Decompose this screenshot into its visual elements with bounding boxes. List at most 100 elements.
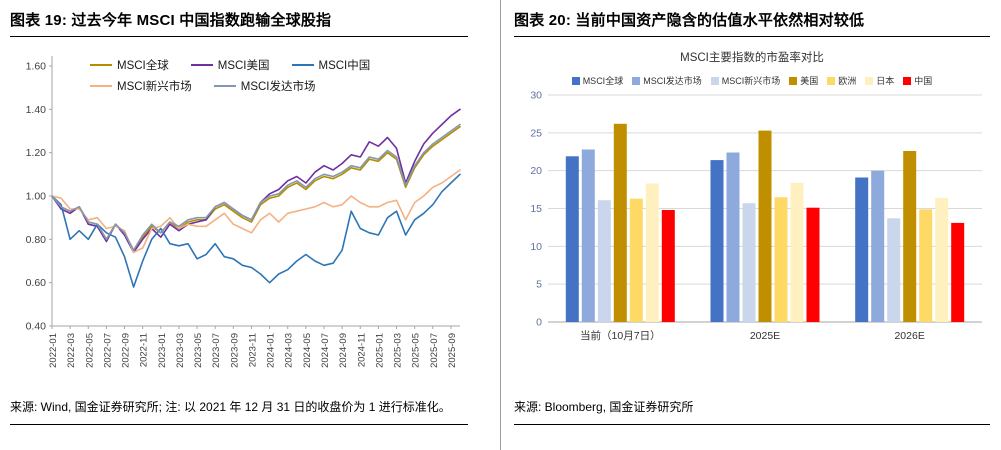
legend-item: MSCI全球 xyxy=(571,74,624,87)
panel-divider xyxy=(500,0,501,450)
y-tick-label: 10 xyxy=(530,241,542,253)
legend-square-swatch xyxy=(789,76,798,85)
legend-item: MSCI中国 xyxy=(291,57,371,73)
figure-20-panel: 图表 20: 当前中国资产隐含的估值水平依然相对较低 MSCI主要指数的市盈率对… xyxy=(514,6,990,426)
x-tick-label: 2023-05 xyxy=(193,333,204,368)
bar xyxy=(613,123,627,322)
x-tick-label: 2024-03 xyxy=(284,333,295,368)
x-tick-label: 2022-05 xyxy=(84,333,95,368)
x-tick-label: 2023-09 xyxy=(229,333,240,368)
line-chart-legend: MSCI全球 MSCI美国 MSCI中国 MSCI新兴市场 MSCI发达市场 xyxy=(90,57,392,99)
y-tick-label: 1.60 xyxy=(26,61,47,73)
bar xyxy=(951,222,965,322)
legend-item: 美国 xyxy=(789,74,818,87)
x-tick-label: 2025-09 xyxy=(447,333,458,368)
y-tick-label: 1.20 xyxy=(26,147,47,159)
line-series xyxy=(51,125,461,251)
x-tick-label: 2024-11 xyxy=(356,333,367,367)
figure-19-title: 图表 19: 过去今年 MSCI 中国指数跑输全球股指 xyxy=(10,6,468,37)
legend-label: 欧洲 xyxy=(838,76,857,86)
bar xyxy=(935,197,949,322)
x-tick-label: 2024-07 xyxy=(320,333,331,368)
legend-item: 欧洲 xyxy=(827,74,856,87)
x-tick-label: 2022-07 xyxy=(102,333,113,368)
legend-item: MSCI发达市场 xyxy=(213,78,316,94)
legend-item: 日本 xyxy=(865,74,894,87)
y-tick-label: 1.00 xyxy=(26,191,47,203)
y-tick-label: 30 xyxy=(530,90,542,102)
y-tick-label: 0 xyxy=(536,317,542,329)
x-tick-label: 2024-01 xyxy=(266,333,277,368)
category-label: 2026E xyxy=(894,330,924,342)
msci-index-line-chart: 0.40 0.60 0.80 1.00 1.20 1.40 1.60 2022-01 2022-… xyxy=(10,37,468,393)
bar xyxy=(629,198,643,322)
x-tick-label: 2025-07 xyxy=(429,333,440,368)
legend-square-swatch xyxy=(632,76,641,85)
figure-19-panel: 图表 19: 过去今年 MSCI 中国指数跑输全球股指 MSCI全球 MSCI美国… xyxy=(10,6,468,426)
legend-item: MSCI美国 xyxy=(190,57,270,73)
figure-20-source: 来源: Bloomberg, 国金证券研究所 xyxy=(514,392,990,426)
line-series xyxy=(51,108,461,254)
line-chart-svg: 0.40 0.60 0.80 1.00 1.20 1.40 1.60 2022-01 2022-… xyxy=(26,56,461,368)
figure-20-title: 图表 20: 当前中国资产隐含的估值水平依然相对较低 xyxy=(514,6,990,37)
legend-square-swatch xyxy=(865,76,874,85)
bar xyxy=(887,218,901,322)
x-tick-label: 2024-09 xyxy=(338,333,349,368)
legend-item: MSCI新兴市场 xyxy=(710,74,781,87)
legend-label: MSCI全球 xyxy=(582,76,624,86)
bar xyxy=(742,203,756,322)
legend-square-swatch xyxy=(710,76,719,85)
x-tick-label: 2022-11 xyxy=(139,333,150,367)
msci-line-chart-area: MSCI全球 MSCI美国 MSCI中国 MSCI新兴市场 MSCI发达市场 0.40 0… xyxy=(10,37,468,392)
y-tick-label: 0.40 xyxy=(26,321,47,333)
legend-square-swatch xyxy=(571,76,580,85)
bar-chart-title: MSCI主要指数的市盈率对比 xyxy=(680,52,824,64)
bar xyxy=(903,151,917,322)
bar xyxy=(855,177,869,322)
legend-label: MSCI全球 xyxy=(117,60,169,72)
figure-19-source: 来源: Wind, 国金证券研究所; 注: 以 2021 年 12 月 31 日… xyxy=(10,392,468,426)
legend-line-swatch xyxy=(291,63,314,67)
x-tick-label: 2023-11 xyxy=(247,333,258,367)
bar xyxy=(581,149,595,322)
line-series xyxy=(51,123,461,251)
legend-line-swatch xyxy=(190,63,213,67)
x-tick-label: 2022-01 xyxy=(48,333,59,368)
y-tick-label: 1.40 xyxy=(26,104,47,116)
y-tick-label: 0.60 xyxy=(26,277,47,289)
pe-bar-chart: 0 5 10 15 20 25 30 当前（10月7日） 2025E 2026E xyxy=(514,87,990,360)
y-tick-label: 25 xyxy=(530,127,542,139)
x-tick-label: 2025-01 xyxy=(374,333,385,368)
bar xyxy=(774,197,788,322)
legend-item: MSCI全球 xyxy=(90,57,169,73)
bar xyxy=(597,200,611,322)
pe-bar-chart-area: MSCI主要指数的市盈率对比 MSCI全球 MSCI发达市场 MSCI新兴市场 美国 欧… xyxy=(514,37,990,392)
x-tick-label: 2023-01 xyxy=(157,333,168,368)
x-tick-label: 2025-05 xyxy=(411,333,422,368)
x-tick-label: 2025-03 xyxy=(393,333,404,368)
legend-label: MSCI新兴市场 xyxy=(721,76,781,86)
bar xyxy=(806,207,820,322)
legend-label: MSCI中国 xyxy=(318,60,371,72)
bar xyxy=(565,156,579,322)
bar xyxy=(726,152,740,322)
legend-label: 日本 xyxy=(876,76,895,86)
category-label: 2025E xyxy=(750,330,780,342)
legend-item: MSCI新兴市场 xyxy=(90,78,192,94)
legend-label: MSCI美国 xyxy=(217,60,270,72)
category-label: 当前（10月7日） xyxy=(580,329,661,342)
y-tick-label: 0.80 xyxy=(26,234,47,246)
legend-square-swatch xyxy=(903,76,912,85)
bar-chart-legend: MSCI全球 MSCI发达市场 MSCI新兴市场 美国 欧洲 日本 中国 xyxy=(514,74,990,87)
y-tick-label: 15 xyxy=(530,203,542,215)
x-tick-label: 2024-05 xyxy=(302,333,313,368)
legend-line-swatch xyxy=(213,84,236,88)
legend-label: MSCI发达市场 xyxy=(643,76,702,86)
legend-line-swatch xyxy=(90,84,112,88)
legend-item: 中国 xyxy=(903,74,932,87)
x-tick-label: 2022-03 xyxy=(66,333,77,368)
legend-item: MSCI发达市场 xyxy=(632,74,702,87)
legend-line-swatch xyxy=(90,63,112,67)
x-tick-label: 2023-07 xyxy=(211,333,222,368)
